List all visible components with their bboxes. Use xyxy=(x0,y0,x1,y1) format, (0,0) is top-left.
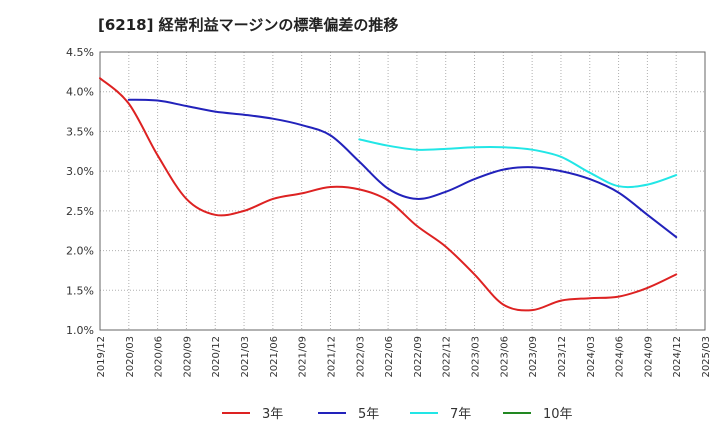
x-tick-label: 2022/03 xyxy=(355,336,366,378)
legend-label-1: 3年 xyxy=(262,407,283,422)
y-tick-label: 3.5% xyxy=(66,125,94,138)
x-tick-label: 2024/06 xyxy=(615,336,626,378)
x-tick-label: 2021/03 xyxy=(240,336,251,378)
y-tick-label: 4.0% xyxy=(66,86,94,99)
legend-label-2: 5年 xyxy=(358,407,379,422)
x-tick-label: 2023/12 xyxy=(557,336,568,378)
x-tick-label: 2021/09 xyxy=(298,336,309,378)
x-tick-label: 2024/03 xyxy=(586,336,597,378)
x-tick-label: 2021/12 xyxy=(326,336,337,378)
y-tick-label: 1.5% xyxy=(66,284,94,297)
series-line-2 xyxy=(127,98,678,239)
y-tick-label: 2.0% xyxy=(66,245,94,258)
x-tick-label: 2022/09 xyxy=(413,336,424,378)
x-tick-label: 2022/06 xyxy=(384,336,395,378)
x-tick-label: 2020/03 xyxy=(125,336,136,378)
x-tick-label: 2020/06 xyxy=(154,336,165,378)
x-tick-label: 2023/03 xyxy=(471,336,482,378)
x-tick-label: 2021/06 xyxy=(269,336,280,378)
legend-label-3: 7年 xyxy=(450,407,471,422)
x-tick-label: 2019/12 xyxy=(96,336,107,378)
x-tick-label: 2024/12 xyxy=(672,336,683,378)
series-line-1 xyxy=(99,77,678,312)
y-tick-label: 1.0% xyxy=(66,324,94,337)
chart-title: [6218] 経常利益マージンの標準偏差の推移 xyxy=(98,16,399,34)
y-tick-label: 3.0% xyxy=(66,165,94,178)
x-tick-label: 2020/09 xyxy=(182,336,193,378)
x-tick-label: 2025/03 xyxy=(701,336,712,378)
x-tick-label: 2024/09 xyxy=(643,336,654,378)
y-tick-label: 4.5% xyxy=(66,46,94,59)
x-tick-label: 2023/09 xyxy=(528,336,539,378)
plot-frame xyxy=(99,51,706,331)
x-tick-label: 2020/12 xyxy=(211,336,222,378)
legend-label-4: 10年 xyxy=(543,407,573,422)
x-tick-label: 2023/06 xyxy=(499,336,510,378)
x-tick-label: 2022/12 xyxy=(442,336,453,378)
series-line-3 xyxy=(358,138,678,189)
y-tick-label: 2.5% xyxy=(66,205,94,218)
